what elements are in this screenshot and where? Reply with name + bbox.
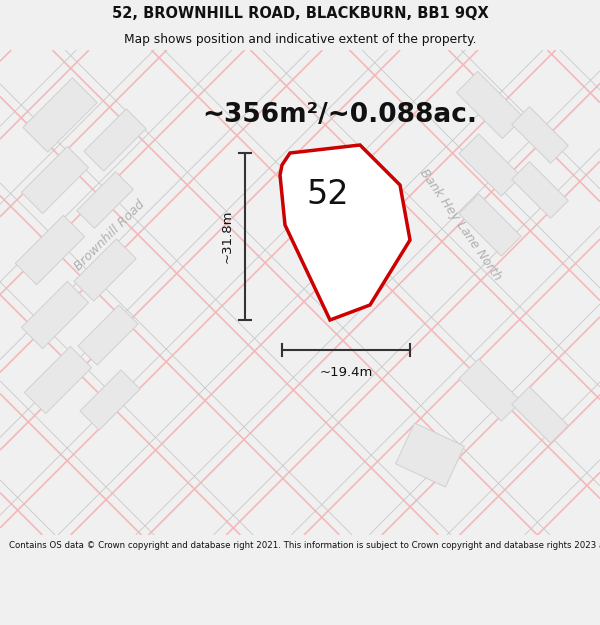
Polygon shape (512, 387, 568, 443)
Text: 52, BROWNHILL ROAD, BLACKBURN, BB1 9QX: 52, BROWNHILL ROAD, BLACKBURN, BB1 9QX (112, 6, 488, 21)
Polygon shape (25, 346, 92, 414)
Text: ~31.8m: ~31.8m (221, 210, 233, 263)
Polygon shape (80, 370, 140, 430)
Polygon shape (285, 165, 370, 225)
Text: Brownhill Road: Brownhill Road (73, 198, 148, 272)
Text: 52: 52 (307, 179, 349, 211)
Polygon shape (22, 146, 89, 214)
Text: Bank Hey Lane North: Bank Hey Lane North (416, 167, 503, 283)
Polygon shape (74, 239, 136, 301)
Polygon shape (512, 107, 568, 163)
Polygon shape (22, 281, 89, 349)
Polygon shape (78, 305, 138, 365)
Text: Contains OS data © Crown copyright and database right 2021. This information is : Contains OS data © Crown copyright and d… (9, 541, 600, 550)
Polygon shape (23, 78, 97, 152)
Polygon shape (280, 145, 410, 320)
Polygon shape (512, 162, 568, 218)
Polygon shape (459, 134, 521, 196)
Text: ~19.4m: ~19.4m (319, 366, 373, 379)
Text: Map shows position and indicative extent of the property.: Map shows position and indicative extent… (124, 32, 476, 46)
Polygon shape (459, 359, 521, 421)
Polygon shape (77, 172, 133, 228)
Polygon shape (395, 423, 464, 487)
Polygon shape (84, 109, 146, 171)
Polygon shape (459, 194, 521, 256)
Polygon shape (16, 216, 85, 284)
Text: ~356m²/~0.088ac.: ~356m²/~0.088ac. (203, 102, 478, 128)
Polygon shape (457, 71, 524, 139)
